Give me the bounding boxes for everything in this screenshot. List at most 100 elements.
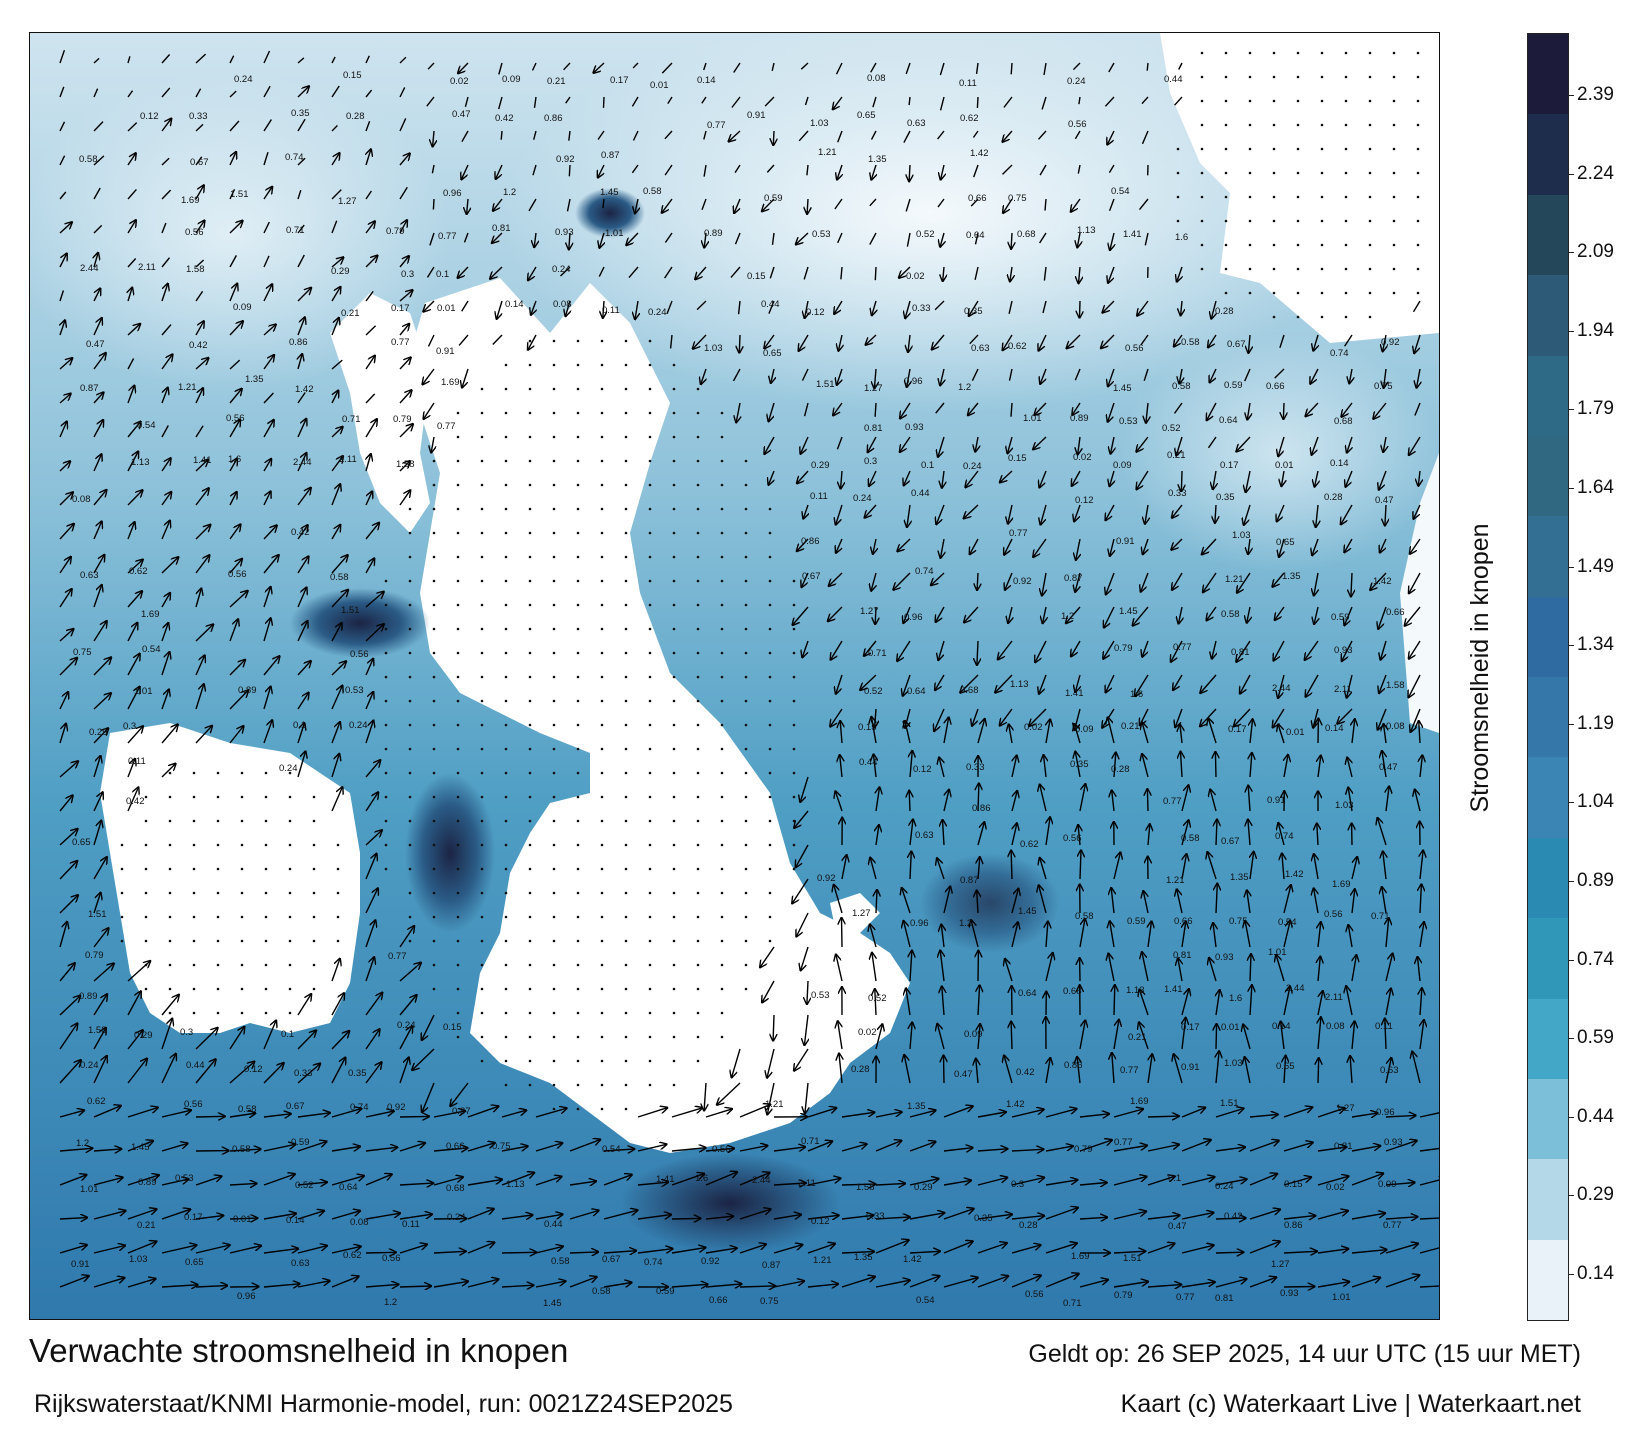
current-arrow <box>934 300 945 311</box>
current-arrows <box>59 49 1439 1288</box>
grid-dot <box>432 603 436 607</box>
current-value-label: 0.65 <box>857 110 876 121</box>
current-arrow <box>501 1146 528 1152</box>
current-arrow <box>1008 368 1013 381</box>
current-value-label: 0.21 <box>1128 1032 1147 1043</box>
legend-tick-label: 1.94 <box>1577 319 1614 341</box>
current-value-label: 0.3 <box>180 1027 193 1038</box>
grid-dot <box>576 939 580 943</box>
current-value-label: 0.17 <box>184 1212 203 1223</box>
grid-dot <box>648 627 652 631</box>
grid-dot <box>504 1083 508 1087</box>
grid-dot <box>192 915 196 919</box>
current-value-label: 0.56 <box>1068 119 1087 130</box>
grid-dot <box>576 1059 580 1063</box>
current-value-label: 0.44 <box>761 299 780 310</box>
grid-dot <box>456 459 460 463</box>
current-arrow <box>705 1248 737 1254</box>
current-value-label: 1.6 <box>1175 232 1188 243</box>
grid-dot <box>264 987 268 991</box>
grid-dot <box>792 867 796 871</box>
grid-dot <box>720 795 724 799</box>
grid-dot <box>264 771 268 775</box>
current-arrow <box>461 164 469 179</box>
grid-dot <box>648 507 652 511</box>
grid-dot <box>648 699 652 703</box>
current-arrow <box>331 1058 345 1084</box>
current-arrow <box>1146 62 1149 71</box>
current-arrow <box>93 420 103 438</box>
current-arrow <box>59 492 73 506</box>
current-value-label: 1.21 <box>1225 574 1244 585</box>
grid-dot <box>528 867 532 871</box>
current-arrow <box>831 640 843 660</box>
grid-dot <box>528 675 532 679</box>
grid-dot <box>792 675 796 679</box>
current-arrow <box>127 687 140 710</box>
grid-dot <box>600 603 604 607</box>
current-arrow <box>127 623 137 642</box>
current-arrow <box>427 334 435 347</box>
current-arrow <box>1272 572 1285 587</box>
legend-tick-mark <box>1568 1038 1574 1040</box>
current-arrow <box>669 334 673 349</box>
grid-dot <box>408 531 412 535</box>
current-arrow <box>498 96 503 110</box>
current-arrow <box>331 1246 361 1254</box>
current-value-label: 0.33 <box>866 1211 885 1222</box>
grid-dot <box>768 867 772 871</box>
current-value-label: 0.62 <box>960 113 979 124</box>
legend-band <box>1528 757 1568 839</box>
grid-dot <box>336 843 340 847</box>
current-value-label: 0.58 <box>643 186 662 197</box>
grid-dot <box>1224 267 1228 271</box>
current-arrow <box>399 461 410 472</box>
grid-dot <box>648 483 652 487</box>
current-arrow <box>1351 1173 1383 1186</box>
current-arrow <box>797 470 809 483</box>
current-speed-map[interactable]: 0.24 0.15 0.02 0.09 0.21 0.17 0.01 0.14 0.08 0.11… <box>29 32 1440 1320</box>
current-arrow <box>195 655 205 676</box>
current-arrow <box>263 525 277 540</box>
legend-tick-mark <box>1568 959 1574 961</box>
current-arrow <box>423 300 435 312</box>
current-arrow <box>365 1252 396 1253</box>
current-arrow <box>331 623 342 642</box>
current-value-label: 1.42 <box>1285 869 1304 880</box>
grid-dot <box>1296 75 1300 79</box>
current-arrow <box>161 1019 172 1050</box>
current-arrow <box>1346 470 1353 487</box>
legend-tick-label: 0.29 <box>1577 1184 1614 1206</box>
current-value-label: 0.08 <box>1386 721 1405 732</box>
grid-dot <box>528 531 532 535</box>
current-value-label: 0.58 <box>330 572 349 583</box>
current-arrow <box>1135 674 1149 696</box>
current-arrow <box>493 198 503 211</box>
grid-dot <box>1272 171 1276 175</box>
grid-dot <box>672 627 676 631</box>
grid-dot <box>696 915 700 919</box>
grid-dot <box>1200 195 1204 199</box>
current-arrow <box>1114 752 1116 778</box>
grid-dot <box>1224 171 1228 175</box>
legend-band <box>1528 275 1568 357</box>
current-arrow <box>875 1217 910 1219</box>
current-arrow <box>1211 300 1216 319</box>
grid-dot <box>576 1083 580 1087</box>
current-value-label: 1.2 <box>384 1297 397 1308</box>
current-arrow <box>467 1279 499 1288</box>
grid-dot <box>240 915 244 919</box>
current-value-label: 1.6 <box>1130 689 1143 700</box>
current-arrow <box>1003 198 1013 213</box>
current-arrow <box>773 1014 774 1041</box>
current-value-label: 0.77 <box>1009 528 1028 539</box>
current-value-label: 0.79 <box>1074 1144 1093 1155</box>
current-arrow <box>1283 1142 1313 1152</box>
current-arrow <box>365 1174 392 1186</box>
current-value-label: 0.74 <box>1275 831 1294 842</box>
grid-dot <box>528 651 532 655</box>
current-arrow <box>1215 1218 1246 1219</box>
current-value-label: 1.21 <box>813 1255 832 1266</box>
current-value-label: 0.24 <box>397 1020 416 1031</box>
current-arrow <box>870 130 877 140</box>
